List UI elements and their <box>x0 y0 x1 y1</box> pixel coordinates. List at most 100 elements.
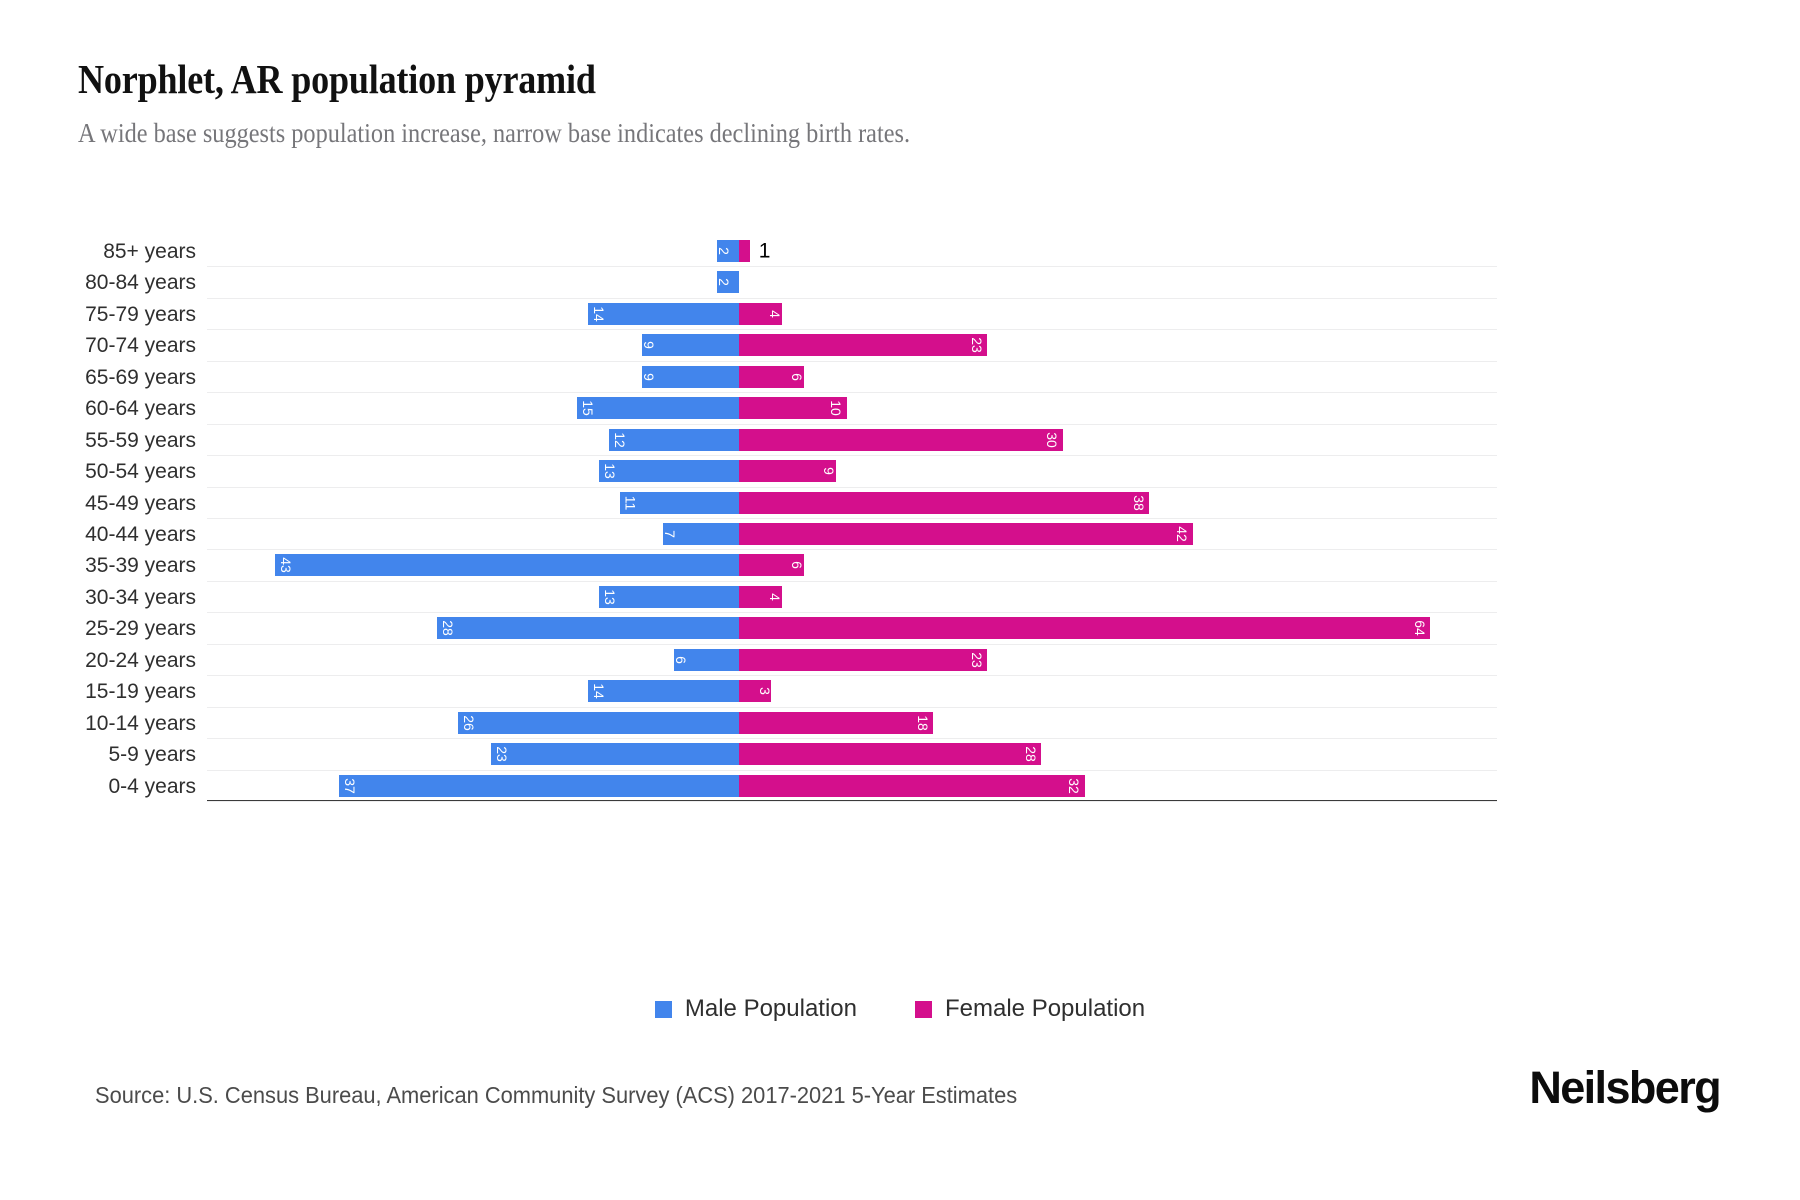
bar-value-label-female: 10 <box>828 400 845 417</box>
bar-female[interactable]: 23 <box>739 334 988 357</box>
bar-male[interactable]: 43 <box>274 554 739 577</box>
bar-value-label-female: 32 <box>1065 777 1082 794</box>
pyramid-row: 40-44 years 7 42 <box>85 519 1497 550</box>
bar-male[interactable]: 9 <box>641 365 739 388</box>
bar-male[interactable]: 14 <box>587 680 739 703</box>
pyramid-row: 10-14 years 26 18 <box>85 708 1497 739</box>
legend-item-male[interactable]: Male Population <box>654 995 857 1023</box>
gridline <box>207 392 1497 394</box>
legend-swatch-female <box>915 1000 932 1018</box>
pyramid-row: 85+ years 2 1 <box>103 236 1497 267</box>
bar-female[interactable]: 64 <box>739 617 1431 640</box>
bar-male[interactable]: 23 <box>490 743 739 766</box>
y-axis-label: 20-24 years <box>85 648 196 672</box>
bar-value-label-male: 9 <box>640 341 657 350</box>
bar-female[interactable]: 9 <box>739 460 838 483</box>
legend-item-female[interactable]: Female Population <box>915 995 1145 1023</box>
bar-value-label-female: 28 <box>1022 746 1039 762</box>
bar-male[interactable]: 13 <box>598 585 739 608</box>
bar-female[interactable]: 1 <box>739 240 770 262</box>
gridline <box>207 738 1497 740</box>
bar-value-label-male: 23 <box>493 746 510 762</box>
bar-value-label-male: 6 <box>673 655 690 664</box>
bar-male[interactable]: 26 <box>458 711 739 734</box>
pyramid-row: 25-29 years 28 64 <box>85 613 1497 644</box>
gridline <box>207 486 1497 488</box>
bar-male[interactable]: 2 <box>716 240 739 262</box>
gridline <box>207 801 1497 802</box>
gridline <box>207 706 1497 708</box>
bar-male[interactable]: 9 <box>640 334 739 357</box>
legend-label-female: Female Population <box>945 995 1146 1022</box>
bar-male[interactable]: 28 <box>436 617 739 640</box>
bar-female[interactable]: 4 <box>739 585 784 608</box>
gridline <box>207 297 1497 299</box>
page-title: Norphlet, AR population pyramid <box>78 56 596 102</box>
bar-female[interactable]: 4 <box>739 302 784 325</box>
bar-male[interactable]: 6 <box>673 648 739 671</box>
y-axis-label: 30-34 years <box>85 585 196 609</box>
bar-male[interactable]: 37 <box>339 774 739 797</box>
gridline <box>207 329 1497 331</box>
bar-female[interactable]: 23 <box>739 648 988 671</box>
bar-male[interactable]: 2 <box>716 271 739 294</box>
gridline <box>207 423 1497 425</box>
pyramid-row: 70-74 years 9 23 <box>85 330 1497 361</box>
y-axis-label: 50-54 years <box>85 460 196 484</box>
pyramid-row: 30-34 years 13 4 <box>85 582 1497 613</box>
bar-female[interactable]: 3 <box>739 680 772 703</box>
bar-male[interactable]: 11 <box>620 491 739 514</box>
bar-female[interactable]: 6 <box>739 554 805 577</box>
gridline <box>207 266 1497 268</box>
bar-female[interactable]: 6 <box>739 365 805 388</box>
bar-male[interactable]: 13 <box>598 460 739 483</box>
bar-female[interactable]: 28 <box>739 743 1042 766</box>
bar-value-label-male: 28 <box>439 620 456 637</box>
bar-male[interactable]: 15 <box>577 397 739 420</box>
bar-female[interactable]: 42 <box>739 523 1193 545</box>
gridline <box>207 580 1497 582</box>
source-note: Source: U.S. Census Bureau, American Com… <box>95 1082 1018 1108</box>
plot-area: 85+ years 2 1 80-84 years 2 75-79 years 14 4 70-… <box>85 236 1497 802</box>
bar-value-label-male: 2 <box>716 278 733 287</box>
legend-label-male: Male Population <box>684 995 857 1022</box>
gridline <box>207 769 1497 771</box>
legend-swatch-male <box>654 1000 672 1018</box>
bar-value-label-female: 4 <box>767 592 784 601</box>
bar-value-label-female: 18 <box>914 714 931 731</box>
bar-value-label-female: 42 <box>1173 526 1190 542</box>
gridline <box>207 518 1497 519</box>
bar-value-label-male: 26 <box>460 714 477 731</box>
pyramid-row: 80-84 years 2 <box>85 267 1497 298</box>
bar-value-label-male: 14 <box>590 306 607 322</box>
pyramid-row: 15-19 years 14 3 <box>85 676 1497 707</box>
y-axis-label: 10-14 years <box>85 711 196 735</box>
pyramid-row: 35-39 years 43 6 <box>85 550 1497 581</box>
bar-female[interactable]: 10 <box>739 397 847 420</box>
brand-logo: Neilsberg <box>1529 1062 1721 1113</box>
bar-male[interactable]: 12 <box>609 428 739 451</box>
gridline <box>207 675 1497 677</box>
chart-subtitle: A wide base suggests population increase… <box>78 118 911 148</box>
pyramid-row: 45-49 years 11 38 <box>85 488 1497 519</box>
bar-female[interactable]: 30 <box>739 428 1063 451</box>
pyramid-row: 75-79 years 14 4 <box>85 299 1497 330</box>
bar-value-label-male: 12 <box>612 431 629 448</box>
bar-female[interactable]: 32 <box>739 774 1085 797</box>
pyramid-row: 65-69 years 9 6 <box>85 362 1497 393</box>
chart-legend: Male Population Female Population <box>0 995 1800 1023</box>
bar-value-label-female: 6 <box>788 561 805 570</box>
bar-value-label-female: 9 <box>821 467 838 476</box>
bar-male[interactable]: 14 <box>587 302 739 325</box>
bar-value-label-female: 23 <box>968 651 985 668</box>
bar-value-label-female: 4 <box>767 309 784 318</box>
y-axis-label: 15-19 years <box>85 680 196 704</box>
y-axis-label: 5-9 years <box>108 743 196 767</box>
bar-female[interactable]: 38 <box>739 491 1150 514</box>
gridline <box>207 643 1497 645</box>
pyramid-row: 5-9 years 23 28 <box>108 739 1497 770</box>
gridline <box>207 455 1497 457</box>
bar-female[interactable]: 18 <box>739 711 934 734</box>
bar-male[interactable]: 7 <box>662 523 739 545</box>
